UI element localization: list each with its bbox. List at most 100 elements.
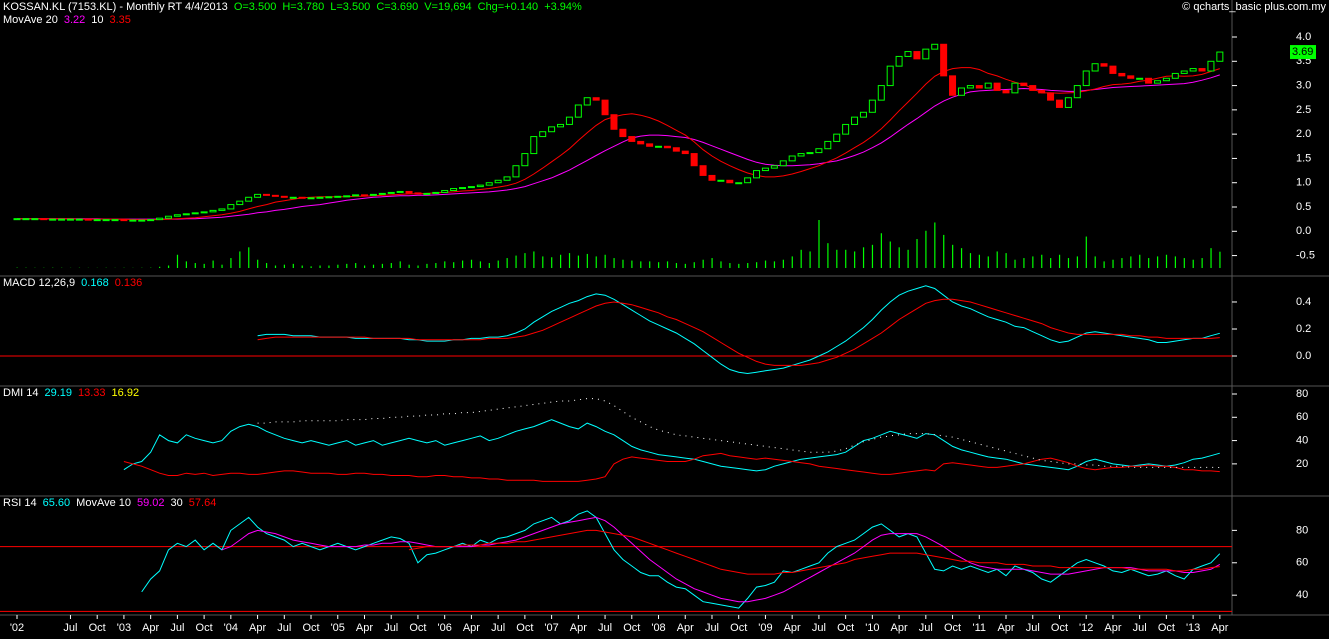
x-tick-label: Apr [356,622,373,634]
candle [957,87,965,96]
volume-bar [426,263,428,268]
x-tick-label: '06 [438,622,452,634]
volume-bar [1192,259,1194,268]
candle [111,219,119,222]
candle [868,99,876,113]
x-tick-label: Oct [837,622,854,634]
candle [824,140,832,150]
candle [601,99,609,116]
candle [1002,89,1010,94]
volume-bar [836,249,838,268]
candle [432,191,440,194]
volume-bar [372,264,375,268]
candle [1082,70,1090,87]
candle [761,167,769,172]
legend-item: DMI 14 [3,387,38,399]
volume-bar [675,263,678,268]
volume-bar [756,262,758,268]
legend-item: Chg=+0.140 [478,1,539,13]
volume-bar [203,263,205,268]
volume-bar [479,261,482,268]
last-price-box [1290,45,1316,60]
volume-bar [230,258,232,268]
candle [797,153,805,157]
candle [1118,72,1126,77]
candle [940,43,948,77]
candle [387,191,395,194]
volume-bar [827,243,829,268]
candle [1047,92,1055,101]
legend-item: MACD 12,26,9 [3,277,75,289]
y-tick-label: 2.0 [1296,128,1311,140]
candle [512,165,520,178]
candle [1100,63,1108,67]
x-tick-label: Oct [1158,622,1175,634]
x-tick-label: Apr [463,622,480,634]
volume-bar [515,255,517,268]
candle [138,219,146,222]
volume-bar [577,255,580,268]
legend-item: L=3.500 [330,1,370,13]
candle [396,190,404,193]
candle [84,218,92,221]
candle [984,82,992,89]
x-tick-label: Jul [491,622,505,634]
legend-item: 57.64 [189,497,217,509]
candle [663,145,671,149]
candle [1207,60,1215,72]
volume-bar [355,263,357,268]
volume-bar [551,257,553,268]
candle [40,218,48,221]
series-line [221,516,1221,603]
y-tick-label: 0.5 [1296,201,1311,213]
x-tick-label: Oct [730,622,747,634]
candle [1153,80,1161,84]
volume-bar [506,258,508,268]
x-tick-label: Apr [142,622,159,634]
volume-bar [1183,258,1185,268]
volume-bar [773,261,776,268]
x-tick-label: Jul [63,622,77,634]
volume-bar [1219,251,1221,268]
candle [672,147,680,152]
volume-bar [319,265,321,268]
y-tick-label: 60 [1296,557,1308,569]
volume-bar [666,261,669,268]
x-tick-label: '04 [224,622,238,634]
legend-item: 16.92 [112,387,140,399]
candle [975,85,983,89]
x-tick-label: '07 [544,622,558,634]
volume-bar [185,261,187,268]
candle [922,48,930,60]
candle [753,170,761,179]
volume-bar [729,263,731,268]
volume-bar [159,266,161,268]
candle [806,152,814,155]
volume-bar [1076,256,1078,268]
volume-bar [711,258,713,268]
legend-item: C=3.690 [376,1,418,13]
volume-bar [194,263,196,268]
candle [378,192,386,195]
volume-bar [996,251,998,268]
legend-item: MovAve 10 [76,497,131,509]
x-tick-label: Oct [623,622,640,634]
candle [859,111,867,118]
candle [1073,85,1081,99]
candle [1064,97,1072,108]
candle [1216,51,1224,62]
candle [619,128,627,138]
volume-bar [1112,259,1114,268]
legend-item: +3.94% [544,1,582,13]
candle [681,150,689,155]
legend-item: MovAve 20 [3,14,58,26]
candle [405,190,413,194]
volume-bar [417,265,419,268]
x-tick-label: Jul [919,622,933,634]
x-tick-label: Apr [570,622,587,634]
volume-bar [907,249,909,268]
candle [949,75,957,96]
x-tick-label: Apr [997,622,1014,634]
legend-item: KOSSAN.KL (7153.KL) - Monthly RT 4/4/201… [3,1,228,13]
candle [690,153,698,167]
